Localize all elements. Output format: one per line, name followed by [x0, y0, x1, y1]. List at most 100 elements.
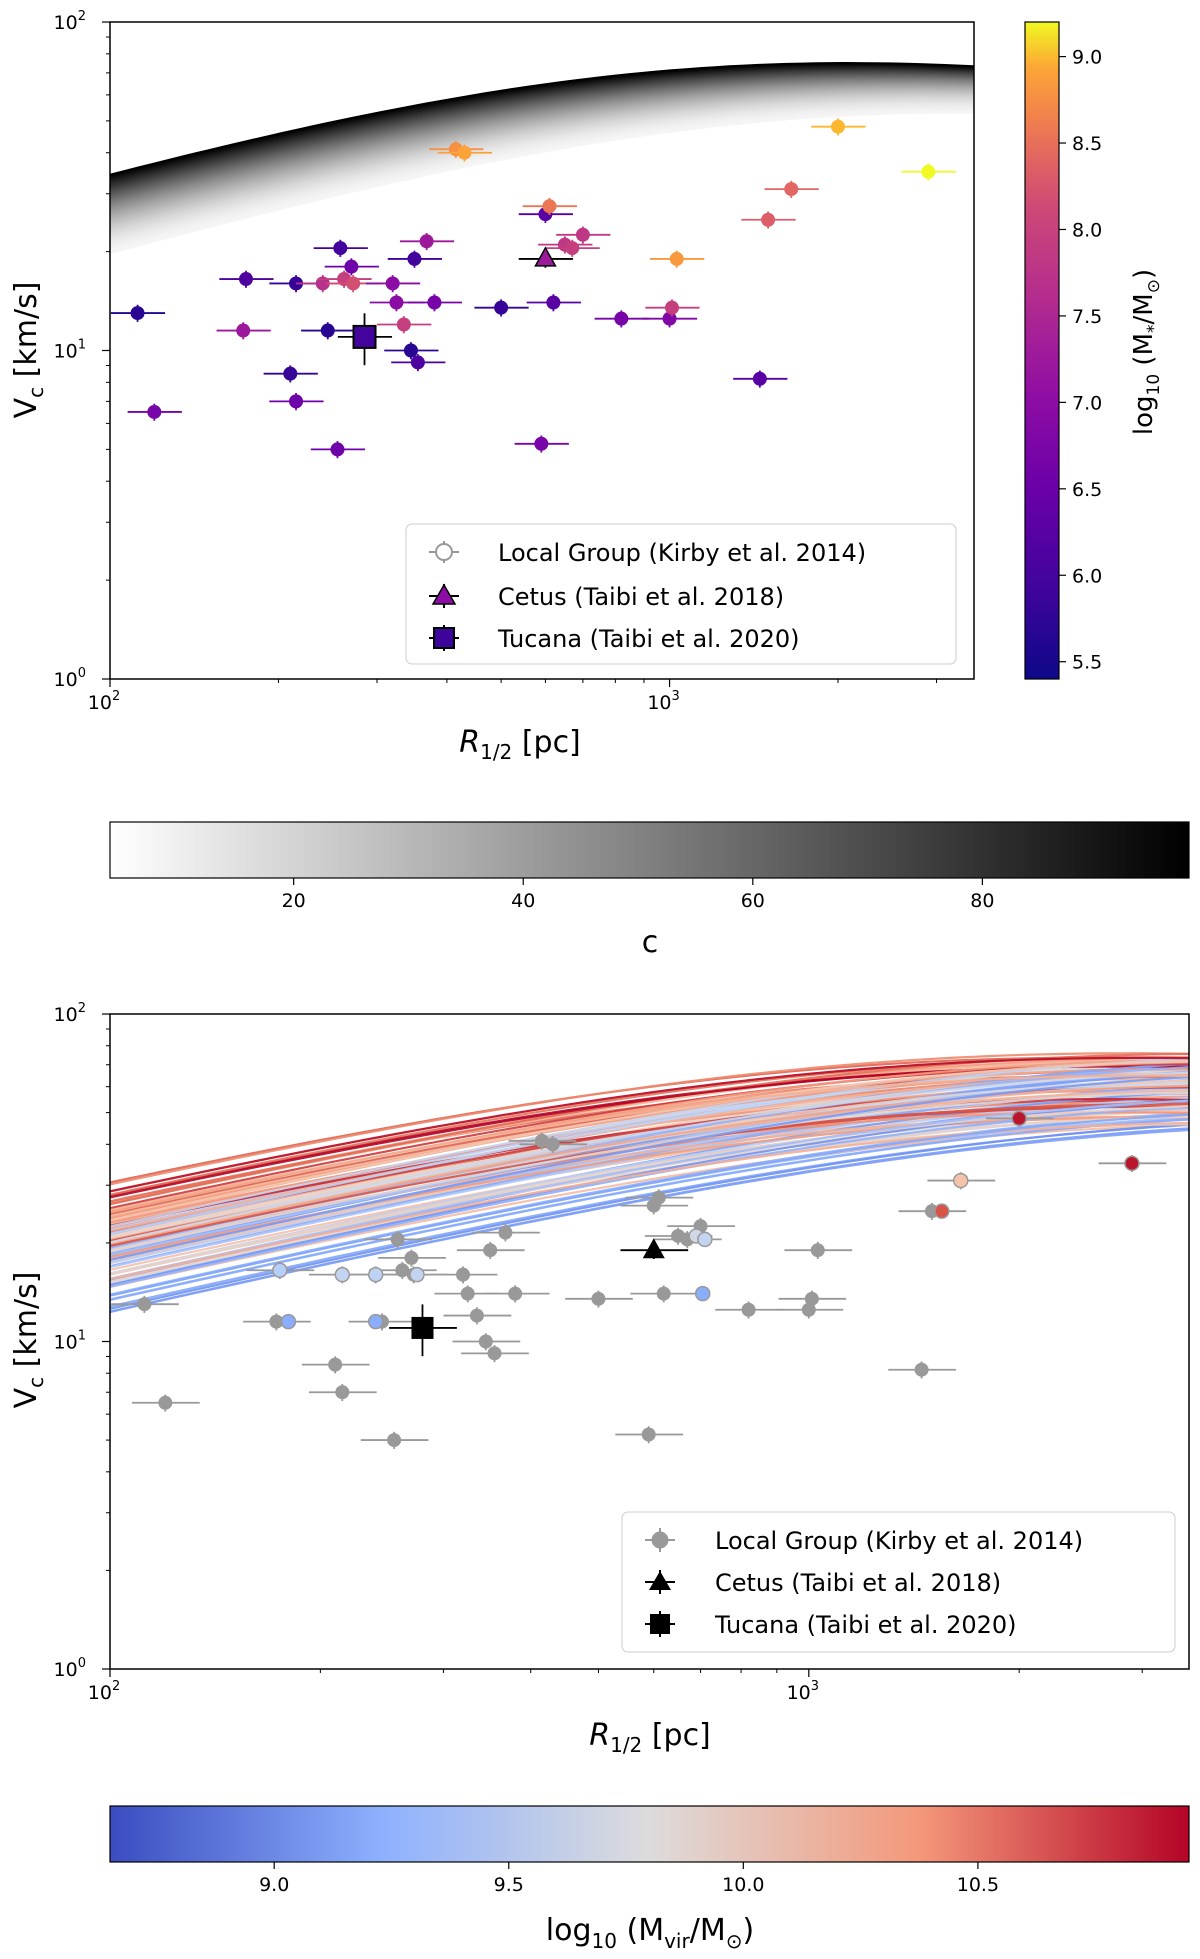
galaxy-point	[662, 311, 677, 326]
bottom-y-axis-label: Vc [km/s]	[9, 1272, 48, 1409]
top-y-axis-label: Vc [km/s]	[9, 282, 48, 419]
stellar-mass-colorbar-tick-label: 7.5	[1072, 306, 1102, 328]
nfw-curve	[109, 1123, 1190, 1310]
galaxy-point	[457, 145, 472, 160]
bottom-y-tick-label: 102	[54, 1001, 86, 1026]
galaxy-point	[289, 276, 304, 291]
nfw-curve	[109, 1128, 1190, 1314]
stellar-mass-colorbar-tick-label: 6.5	[1072, 479, 1102, 501]
galaxy-point	[784, 182, 799, 197]
top-y-tick-label: 101	[54, 338, 86, 363]
nfw-curve	[109, 1057, 1190, 1235]
nfw-curve	[109, 61, 975, 176]
galaxy-point	[396, 317, 411, 332]
nfw-curve	[109, 1121, 1190, 1281]
galaxy-point	[487, 1346, 502, 1361]
galaxy-point	[419, 234, 434, 249]
galaxy-point	[921, 164, 936, 179]
top-legend-box	[405, 523, 957, 665]
galaxy-point	[651, 1190, 666, 1205]
galaxy-point	[761, 212, 776, 227]
concentration-colorbar-ticks: 20 40 60 80	[282, 878, 994, 912]
top-x-axis-label: R1/2 [pc]	[459, 725, 581, 764]
stellar-mass-colorbar: 5.5 6.0 6.5 7.0 7.5 8.0 8.5 9.0 log10 (M*/M⊙)	[1024, 21, 1164, 680]
galaxy-point	[333, 241, 348, 256]
galaxy-point	[320, 323, 335, 338]
galaxy-point	[404, 1250, 419, 1265]
bottom-nfw-curves	[109, 1052, 1190, 1314]
nfw-curve	[109, 1052, 1190, 1186]
concentration-colorbar-label: c	[642, 925, 659, 960]
halo-matched-point	[697, 1231, 713, 1248]
top-axes: 102 103 100 101 102	[54, 9, 938, 714]
bottom-data-points	[111, 1110, 1167, 1449]
legend-entry-tucana: Tucana (Taibi et al. 2020)	[497, 625, 800, 653]
bottom-legend-marker-local-group	[645, 1528, 675, 1552]
stellar-mass-colorbar-tick-label: 8.5	[1072, 133, 1102, 155]
halo-matched-point	[1011, 1110, 1027, 1127]
galaxy-point	[469, 1308, 484, 1323]
halo-matched-point	[334, 1266, 351, 1283]
halo-matched-point	[953, 1172, 969, 1189]
top-y-tick-label: 102	[54, 9, 86, 34]
legend-entry-cetus: Cetus (Taibi et al. 2018)	[498, 583, 784, 611]
virial-mass-colorbar-tick-label: 10.0	[722, 1874, 764, 1896]
galaxy-point	[591, 1291, 606, 1306]
top-panel: 102 103 100 101 102 R1/2 [pc] Vc [km/s] Loca…	[9, 9, 1164, 764]
stellar-mass-colorbar-tick-label: 5.5	[1072, 652, 1102, 674]
top-nfw-curves	[109, 61, 975, 255]
nfw-curve	[109, 108, 975, 250]
nfw-curve	[109, 1099, 1190, 1280]
galaxy-point	[664, 300, 679, 315]
galaxy-point	[407, 251, 422, 266]
virial-mass-colorbar-tick-label: 10.5	[957, 1874, 999, 1896]
stellar-mass-colorbar-tick-label: 9.0	[1072, 47, 1102, 69]
bottom-x-tick-label: 102	[88, 1679, 120, 1704]
bottom-legend-box	[621, 1511, 1176, 1653]
galaxy-point	[575, 227, 590, 242]
legend-marker-cetus	[429, 583, 459, 608]
galaxy-point	[810, 1243, 825, 1258]
top-legend: Local Group (Kirby et al. 2014) Cetus (T…	[405, 523, 957, 665]
galaxy-point	[346, 276, 361, 291]
top-y-tick-label: 100	[54, 666, 86, 691]
bottom-legend-entry-tucana: Tucana (Taibi et al. 2020)	[714, 1611, 1017, 1639]
nfw-curve	[109, 1060, 1190, 1222]
galaxy-point	[914, 1362, 929, 1377]
stellar-mass-colorbar-tick-label: 8.0	[1072, 219, 1102, 241]
bottom-x-axis-label: R1/2 [pc]	[589, 1718, 711, 1757]
galaxy-point	[534, 436, 549, 451]
stellar-mass-colorbar-tick-label: 6.0	[1072, 565, 1102, 587]
halo-matched-point	[934, 1203, 950, 1219]
halo-matched-point	[272, 1262, 288, 1279]
nfw-curve	[109, 1105, 1190, 1275]
galaxy-point	[344, 259, 359, 274]
bottom-y-tick-label: 101	[54, 1329, 86, 1354]
galaxy-point	[390, 1232, 405, 1247]
stellar-mass-colorbar-gradient	[1024, 21, 1060, 680]
galaxy-point	[656, 1286, 671, 1301]
galaxy-point	[335, 1385, 350, 1400]
galaxy-point	[669, 251, 684, 266]
concentration-colorbar-tick-label: 60	[741, 890, 765, 912]
legend-marker-tucana	[429, 625, 459, 651]
top-data-points	[110, 118, 956, 459]
nfw-curve	[109, 1056, 1190, 1193]
nfw-curve	[109, 107, 975, 249]
galaxy-point	[269, 1314, 284, 1329]
cetus-point	[534, 246, 557, 267]
galaxy-point	[456, 1267, 471, 1282]
halo-matched-point	[367, 1266, 384, 1283]
galaxy-point	[289, 394, 304, 409]
bottom-axes: 102 103 100 101 102	[54, 1001, 1143, 1704]
galaxy-point	[565, 241, 580, 256]
nfw-curve	[109, 1091, 1190, 1253]
galaxy-point	[330, 442, 345, 457]
bottom-legend-marker-cetus	[645, 1570, 675, 1594]
halo-matched-point	[280, 1313, 297, 1330]
galaxy-point	[410, 355, 425, 370]
galaxy-point	[328, 1357, 343, 1372]
halo-matched-point	[694, 1285, 711, 1302]
galaxy-point	[236, 323, 251, 338]
bottom-legend-entry-cetus: Cetus (Taibi et al. 2018)	[715, 1569, 1001, 1597]
